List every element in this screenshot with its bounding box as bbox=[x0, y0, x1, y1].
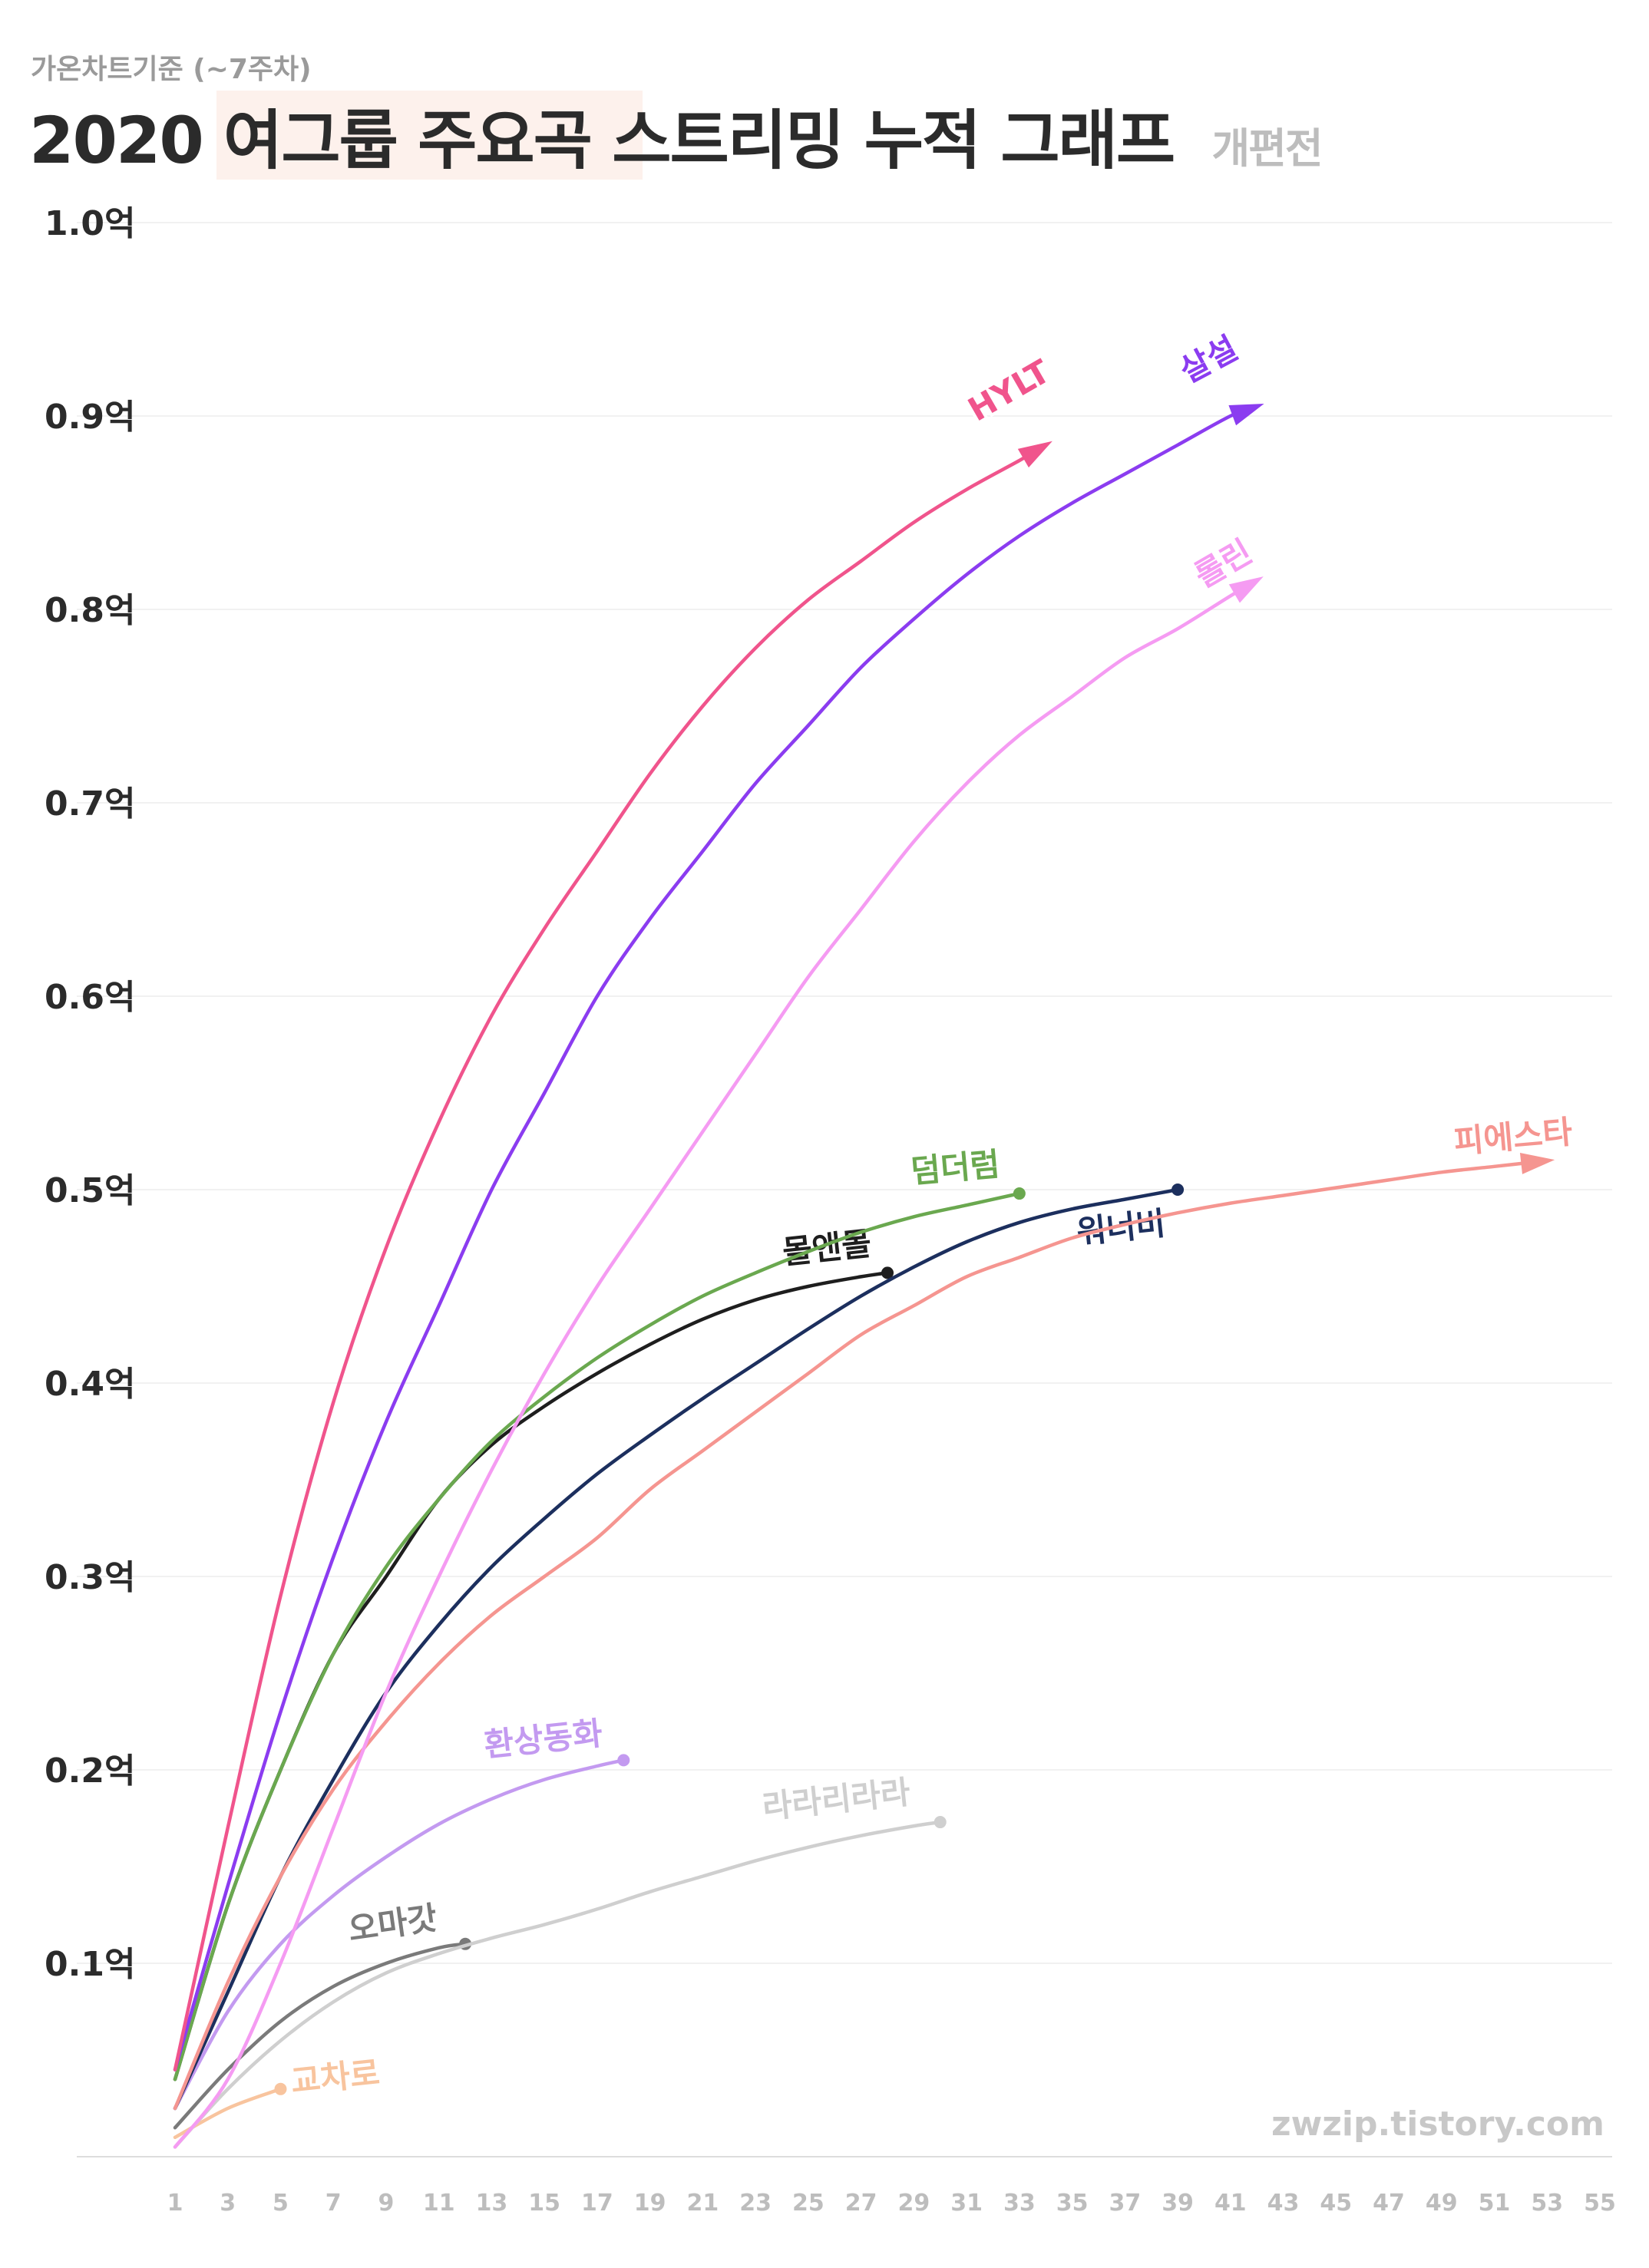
series-6-label: 워너비 bbox=[1075, 1204, 1167, 1251]
x-tick-label: 3 bbox=[220, 2190, 236, 2217]
x-tick-label: 5 bbox=[273, 2190, 289, 2217]
series-1-label: HYLT bbox=[962, 352, 1057, 429]
series-2-line bbox=[173, 404, 1259, 2072]
x-tick-label: 9 bbox=[378, 2190, 395, 2217]
series-8-label: 환상동화 bbox=[482, 1714, 604, 1764]
series-4-arrowhead bbox=[1519, 1153, 1555, 1174]
y-tick-label: 0.2억 bbox=[45, 1751, 135, 1791]
series-9-label: 라라리라라 bbox=[761, 1773, 913, 1826]
x-tick-label: 21 bbox=[687, 2190, 719, 2217]
watermark: zwzip.tistory.com bbox=[1271, 2105, 1604, 2144]
x-axis: 1 3 5 7 9 11 13 15 17 19 21 23 25 27 29 31 33 35 37 39 41 43 4… bbox=[167, 2190, 1616, 2217]
series-5-label: 덤더럼 bbox=[909, 1145, 1001, 1190]
x-tick-label: 19 bbox=[634, 2190, 666, 2217]
title-highlight bbox=[216, 91, 643, 180]
y-tick-label: 0.8억 bbox=[45, 591, 135, 630]
y-tick-label: 1.0억 bbox=[45, 204, 135, 243]
x-tick-label: 15 bbox=[528, 2190, 560, 2217]
x-tick-label: 7 bbox=[326, 2190, 342, 2217]
series-6-line bbox=[173, 1187, 1180, 2111]
y-axis: 0.1억 0.2억 0.3억 0.4억 0.5억 0.6억 0.7억 0.8억 0.9억 1.0억 bbox=[45, 204, 135, 1984]
x-tick-label: 27 bbox=[845, 2190, 877, 2217]
chart-subtitle: 가온차트기준 (~7주차) bbox=[31, 54, 312, 85]
series-3-line bbox=[173, 578, 1259, 2149]
series-4-label: 피에스타 bbox=[1452, 1113, 1575, 1160]
series-2-label: 살설 bbox=[1174, 329, 1244, 391]
y-tick-label: 0.6억 bbox=[45, 978, 135, 1017]
series-9-endpoint bbox=[934, 1816, 947, 1829]
x-tick-label: 55 bbox=[1584, 2190, 1616, 2217]
x-tick-label: 45 bbox=[1320, 2190, 1352, 2217]
series-11-label: 교차로 bbox=[289, 2054, 381, 2101]
x-tick-label: 29 bbox=[897, 2190, 930, 2217]
series-1-arrowhead bbox=[1017, 441, 1053, 468]
y-tick-label: 0.9억 bbox=[45, 398, 135, 437]
x-tick-label: 39 bbox=[1162, 2190, 1194, 2217]
y-tick-label: 0.7억 bbox=[45, 784, 135, 824]
series-2-arrowhead bbox=[1228, 403, 1264, 426]
series-3-arrowhead bbox=[1228, 576, 1264, 603]
series-11-line bbox=[173, 2087, 283, 2140]
x-tick-label: 11 bbox=[423, 2190, 455, 2217]
x-tick-label: 37 bbox=[1109, 2190, 1141, 2217]
x-tick-label: 33 bbox=[1003, 2190, 1036, 2217]
series-11-endpoint bbox=[274, 2082, 287, 2095]
series-5-endpoint bbox=[1013, 1187, 1026, 1200]
series-10-line bbox=[173, 1942, 468, 2130]
y-tick-label: 0.1억 bbox=[45, 1945, 135, 1984]
y-tick-label: 0.5억 bbox=[45, 1171, 135, 1210]
x-tick-label: 35 bbox=[1056, 2190, 1089, 2217]
chart-title-text: 2020 여그룹 주요곡 스트리밍 누적 그래프 bbox=[29, 103, 1174, 178]
x-tick-label: 25 bbox=[792, 2190, 824, 2217]
x-tick-label: 43 bbox=[1267, 2190, 1300, 2217]
series-1-line bbox=[173, 443, 1048, 2072]
x-tick-label: 49 bbox=[1426, 2190, 1458, 2217]
x-tick-label: 1 bbox=[167, 2190, 183, 2217]
x-tick-label: 23 bbox=[739, 2190, 772, 2217]
x-tick-label: 13 bbox=[476, 2190, 508, 2217]
y-tick-label: 0.3억 bbox=[45, 1558, 135, 1597]
x-tick-label: 41 bbox=[1214, 2190, 1247, 2217]
x-tick-label: 51 bbox=[1479, 2190, 1511, 2217]
series-10-label: 오마갓 bbox=[346, 1899, 440, 1949]
series-8-endpoint bbox=[617, 1754, 630, 1767]
series-8-line bbox=[173, 1758, 626, 2111]
series-5-line bbox=[173, 1191, 1022, 2081]
x-tick-label: 53 bbox=[1531, 2190, 1563, 2217]
x-tick-label: 31 bbox=[950, 2190, 983, 2217]
gridlines bbox=[77, 222, 1612, 2157]
chart-title-note: 개편전 bbox=[1211, 124, 1321, 173]
series-7-endpoint bbox=[881, 1266, 894, 1279]
series-6-endpoint bbox=[1171, 1184, 1185, 1196]
x-tick-label: 47 bbox=[1373, 2190, 1405, 2217]
x-tick-label: 17 bbox=[581, 2190, 613, 2217]
y-tick-label: 0.4억 bbox=[45, 1365, 135, 1404]
chart-title: 2020 여그룹 주요곡 스트리밍 누적 그래프 개편전 bbox=[29, 103, 1322, 178]
series-9-line bbox=[173, 1820, 942, 2149]
